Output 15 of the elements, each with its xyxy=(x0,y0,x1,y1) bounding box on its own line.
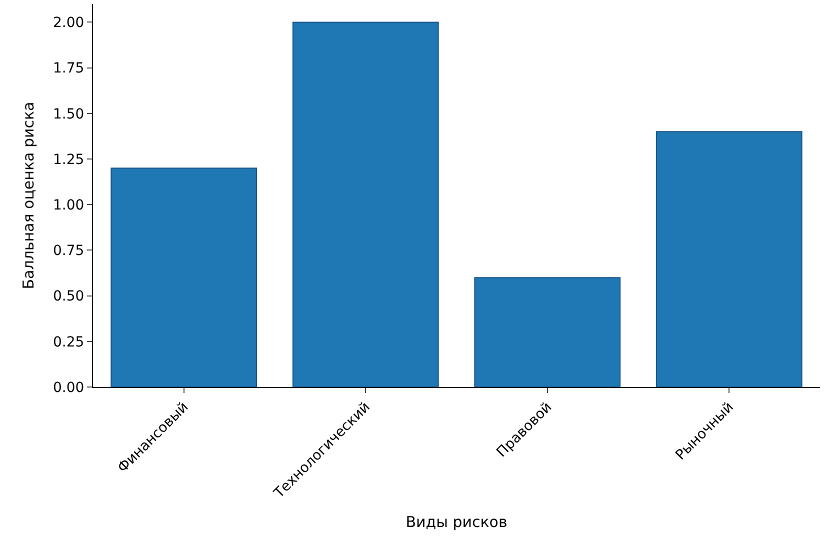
y-tick-label: 1.25 xyxy=(53,152,84,168)
y-tick-label: 2.00 xyxy=(53,15,84,32)
y-tick-label: 1.00 xyxy=(53,198,84,214)
x-axis-title: Виды рисков xyxy=(406,513,508,532)
y-tick-label: 0.00 xyxy=(53,380,84,396)
y-tick-label: 1.75 xyxy=(53,60,84,77)
bar xyxy=(656,131,802,387)
y-tick-label: 0.75 xyxy=(53,243,84,260)
bar xyxy=(110,168,258,387)
y-tick-label: 0.50 xyxy=(53,288,84,305)
y-axis-title: Балльная оценка риска xyxy=(19,102,38,290)
y-tick-label: 0.25 xyxy=(53,334,84,350)
bar xyxy=(474,277,621,387)
bar xyxy=(292,22,439,387)
y-tick-label: 1.50 xyxy=(53,106,84,122)
